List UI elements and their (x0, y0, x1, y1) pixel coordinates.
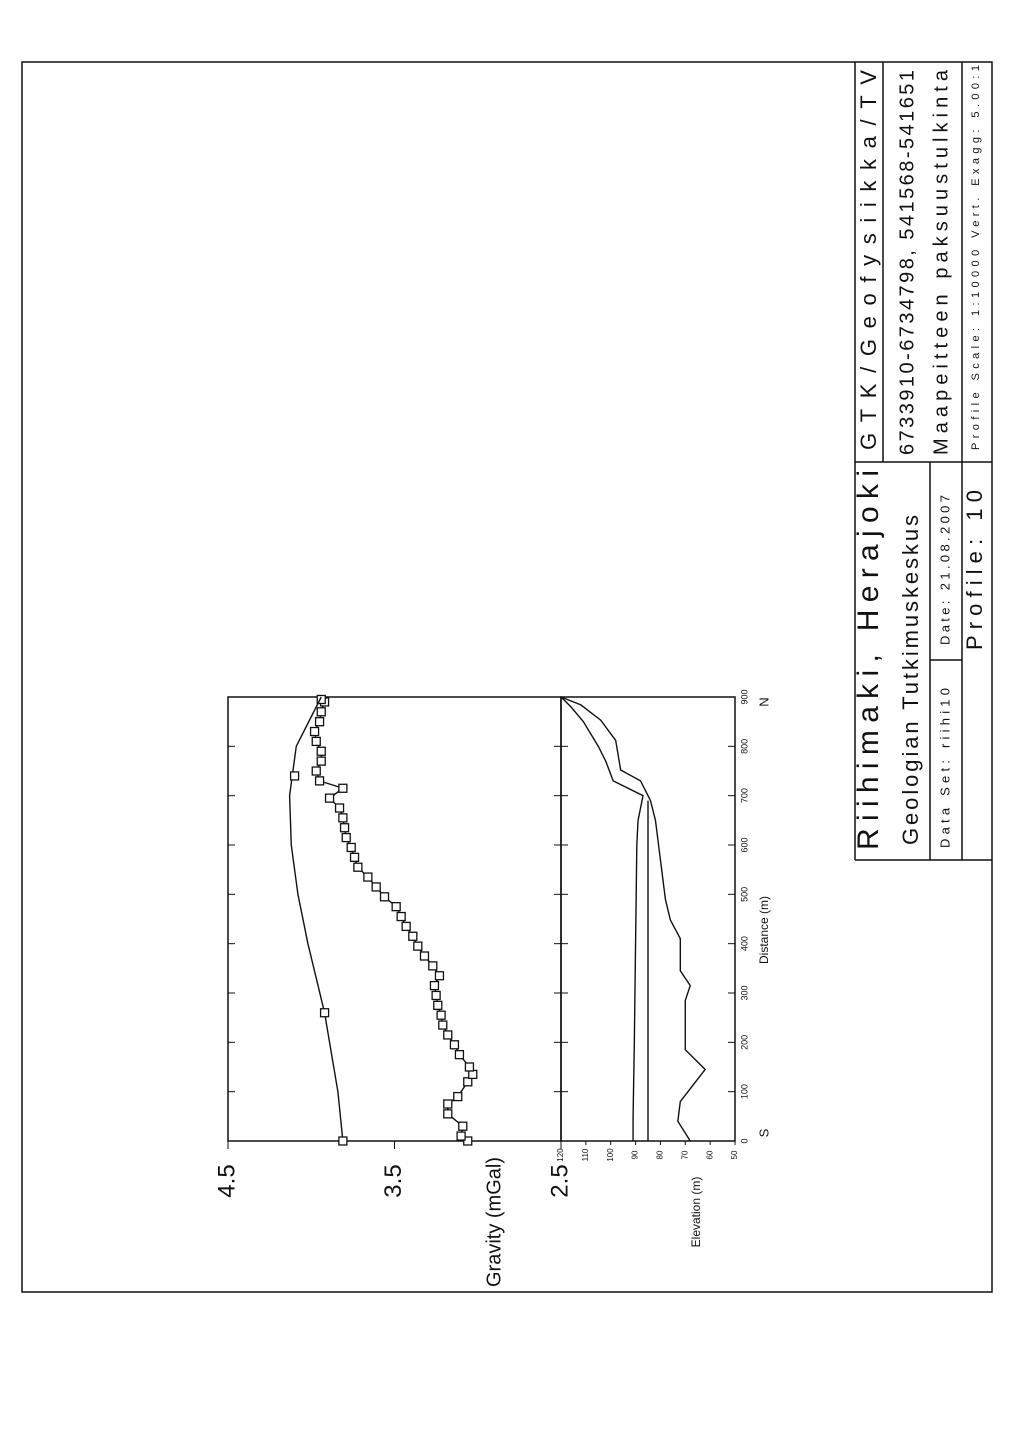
data-point (334, 803, 345, 813)
x-tick-label: 0 (739, 1138, 749, 1143)
y-axis-label: Gravity (mGal) (483, 1157, 505, 1287)
y-tick-label: 60 (705, 1150, 714, 1159)
data-point (434, 971, 445, 981)
x-axis-label: Distance (m) (757, 896, 771, 964)
y-tick-label: 120 (556, 1148, 565, 1162)
series-line (288, 696, 344, 1142)
data-point (453, 1091, 463, 1102)
gravity-plot-frame (227, 696, 562, 1142)
data-point (319, 1008, 330, 1018)
data-point (436, 1010, 446, 1020)
x-end-label: S (756, 1128, 771, 1137)
data-point (431, 990, 441, 1001)
data-point (463, 1077, 473, 1087)
y-tick-label: 90 (631, 1150, 640, 1159)
data-point (433, 1000, 443, 1010)
data-point (338, 1136, 348, 1146)
x-tick-label: 900 (739, 689, 749, 704)
data-point (338, 783, 348, 793)
series-line (313, 698, 474, 1142)
data-point (396, 911, 406, 922)
data-point (443, 1030, 453, 1040)
data-point (338, 813, 348, 823)
data-point (429, 980, 440, 991)
data-point (353, 862, 363, 872)
data-point (371, 882, 381, 892)
x-end-label: N (756, 697, 771, 706)
data-point (443, 1099, 453, 1109)
coordinates: 6733910-6734798, 541568-541651 (896, 70, 918, 455)
profile: Profile: 10 (962, 490, 987, 650)
data-point (341, 832, 351, 843)
data-point (443, 1109, 453, 1119)
date: Date: 21.08.2007 (937, 495, 952, 645)
data-set: Data Set: riihi10 (937, 688, 952, 848)
x-tick-label: 200 (739, 1035, 749, 1050)
y-axis-label: Elevation (m) (689, 1177, 703, 1248)
y-tick-label: 70 (680, 1150, 689, 1159)
data-point (314, 776, 325, 786)
data-point (316, 694, 326, 705)
data-point (316, 746, 326, 756)
organization: Geologian Tutkimuskeskus (898, 515, 923, 845)
data-point (314, 717, 325, 727)
data-point (349, 852, 360, 862)
data-point (454, 1050, 465, 1060)
x-tick-label: 100 (739, 1084, 749, 1099)
series-line (560, 696, 644, 1141)
data-point (449, 1040, 460, 1050)
title-block (854, 62, 992, 861)
data-point (339, 823, 350, 833)
y-tick-label: 4.5 (213, 1164, 240, 1197)
data-point (316, 707, 326, 717)
data-point (428, 961, 438, 971)
data-point (413, 941, 423, 951)
y-tick-label: 100 (606, 1148, 615, 1162)
data-point (311, 736, 321, 747)
x-tick-label: 500 (739, 887, 749, 902)
data-point (363, 872, 373, 882)
data-point (379, 892, 390, 902)
page-frame (21, 61, 993, 1293)
series-line (560, 696, 707, 1142)
data-point (419, 951, 430, 961)
x-tick-label: 600 (739, 837, 749, 852)
data-point (456, 1131, 466, 1141)
data-point (408, 931, 418, 941)
y-tick-label: 80 (656, 1150, 665, 1159)
data-point (311, 766, 321, 776)
data-point (309, 726, 320, 737)
data-point (316, 756, 326, 766)
data-point (438, 1020, 448, 1030)
y-tick-label: 50 (730, 1150, 739, 1159)
x-tick-label: 300 (739, 985, 749, 1000)
data-point (346, 842, 356, 853)
title: Riihimaki, Herajoki (852, 470, 885, 850)
data-point (464, 1062, 475, 1072)
scale: Profile Scale: 1:10000 Vert. Exagg: 5.00… (970, 65, 982, 450)
data-point (463, 1136, 473, 1146)
data-point (391, 902, 401, 912)
x-tick-label: 700 (739, 788, 749, 803)
x-tick-label: 800 (739, 739, 749, 754)
y-tick-label: 3.5 (380, 1164, 407, 1197)
data-point (289, 771, 300, 781)
data-point (458, 1121, 468, 1131)
y-tick-label: 2.5 (546, 1164, 573, 1197)
x-tick-label: 400 (739, 936, 749, 951)
subject: Maapeitteen paksuustulkinta (930, 69, 952, 455)
department: GTK/Geofysiikka/TV (856, 70, 881, 450)
data-point (324, 793, 335, 803)
y-tick-label: 110 (581, 1148, 590, 1161)
data-point (401, 921, 411, 932)
